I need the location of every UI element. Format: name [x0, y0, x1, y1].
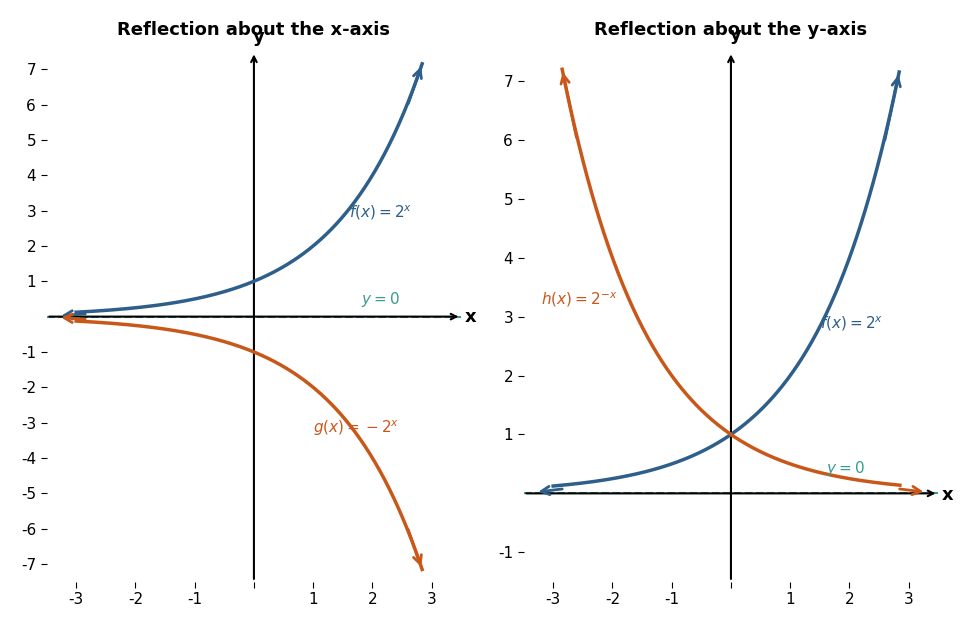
Text: $h(x) = 2^{-x}$: $h(x) = 2^{-x}$: [541, 291, 618, 310]
Text: $\mathbf{y}$: $\mathbf{y}$: [252, 30, 265, 48]
Title: Reflection about the x-axis: Reflection about the x-axis: [117, 21, 390, 39]
Text: $\mathbf{x}$: $\mathbf{x}$: [941, 485, 955, 504]
Text: $y = 0$: $y = 0$: [826, 459, 865, 478]
Text: $f(x) = 2^x$: $f(x) = 2^x$: [349, 203, 412, 222]
Text: $y = 0$: $y = 0$: [361, 290, 400, 309]
Title: Reflection about the y-axis: Reflection about the y-axis: [595, 21, 868, 39]
Text: $f(x) = 2^x$: $f(x) = 2^x$: [820, 314, 883, 333]
Text: $\mathbf{x}$: $\mathbf{x}$: [464, 308, 478, 327]
Text: $g(x) = -2^x$: $g(x) = -2^x$: [313, 419, 400, 438]
Text: $\mathbf{y}$: $\mathbf{y}$: [729, 28, 742, 46]
